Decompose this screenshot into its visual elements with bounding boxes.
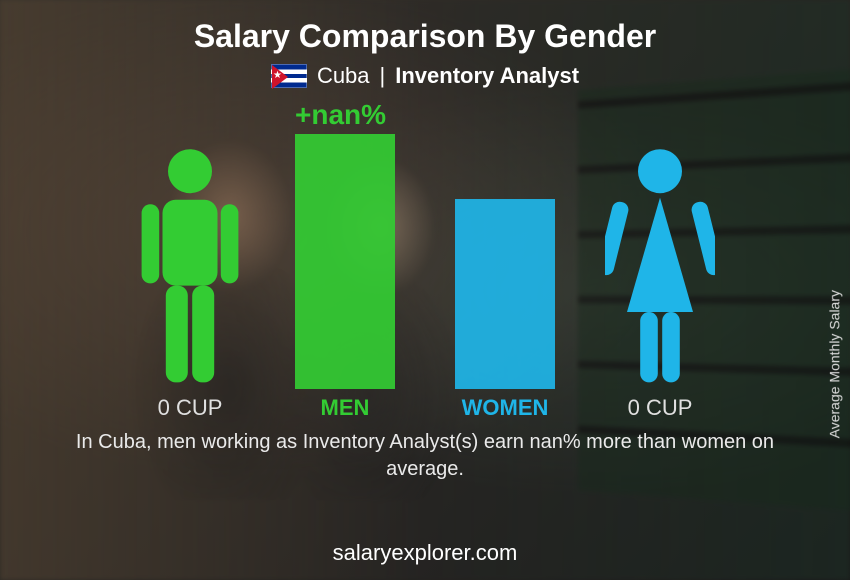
men-bar	[295, 134, 395, 389]
women-bar-label: WOMEN	[445, 395, 565, 421]
male-svg	[135, 147, 245, 389]
subtitle-separator: |	[380, 63, 386, 89]
subtitle-job: Inventory Analyst	[395, 63, 579, 89]
women-bar	[455, 199, 555, 389]
subtitle-country: Cuba	[317, 63, 370, 89]
men-bar-label: MEN	[285, 395, 405, 421]
cuba-flag-icon	[271, 64, 307, 88]
page-title: Salary Comparison By Gender	[194, 18, 656, 55]
subtitle-row: Cuba | Inventory Analyst	[271, 63, 579, 89]
content-container: Salary Comparison By Gender Cuba | Inven…	[0, 0, 850, 580]
women-value-label: 0 CUP	[590, 395, 730, 421]
delta-label: +nan%	[295, 99, 386, 131]
men-value-label: 0 CUP	[120, 395, 260, 421]
female-svg	[605, 147, 715, 389]
chart-area: +nan% 0 CUP MEN W	[105, 99, 745, 429]
male-figure-icon	[135, 147, 245, 389]
summary-text: In Cuba, men working as Inventory Analys…	[65, 429, 785, 483]
female-figure-icon	[605, 147, 715, 389]
